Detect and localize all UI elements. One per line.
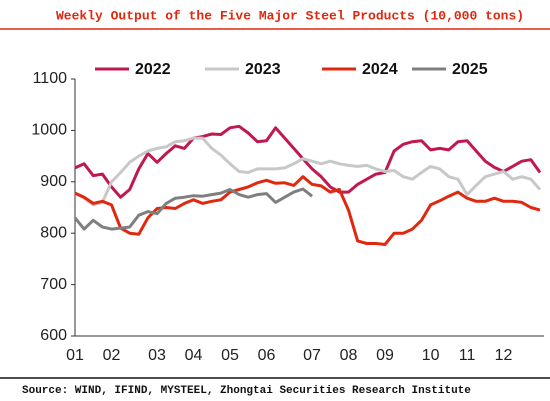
x-tick-label: 07	[303, 347, 321, 364]
legend-label: 2022	[135, 61, 171, 78]
legend-label: 2023	[245, 61, 281, 78]
y-tick-label: 700	[40, 276, 67, 293]
y-tick-label: 800	[40, 224, 67, 241]
y-tick-label: 1100	[33, 70, 68, 87]
chart-title: Weekly Output of the Five Major Steel Pr…	[56, 8, 524, 23]
x-tick-label: 01	[66, 347, 84, 364]
x-tick-label: 12	[495, 347, 513, 364]
series-line	[74, 136, 542, 207]
x-tick-label: 09	[376, 347, 394, 364]
series-line	[74, 124, 542, 199]
x-tick-label: 06	[258, 347, 276, 364]
x-tick-label: 11	[459, 347, 476, 364]
x-tick-label: 10	[422, 347, 440, 364]
x-tick-label: 02	[103, 347, 121, 364]
x-tick-label: 08	[340, 347, 358, 364]
x-tick-label: 05	[221, 347, 239, 364]
series-line	[73, 187, 314, 231]
y-tick-label: 900	[40, 173, 67, 190]
legend-label: 2025	[452, 61, 488, 78]
y-tick-label: 600	[40, 327, 67, 344]
x-tick-label: 03	[148, 347, 166, 364]
series-line	[74, 175, 541, 246]
legend-label: 2024	[362, 61, 398, 78]
y-tick-label: 1000	[31, 122, 67, 139]
source: Source: WIND, IFIND, MYSTEEL, Zhongtai S…	[22, 385, 471, 397]
x-tick-label: 04	[185, 347, 203, 364]
